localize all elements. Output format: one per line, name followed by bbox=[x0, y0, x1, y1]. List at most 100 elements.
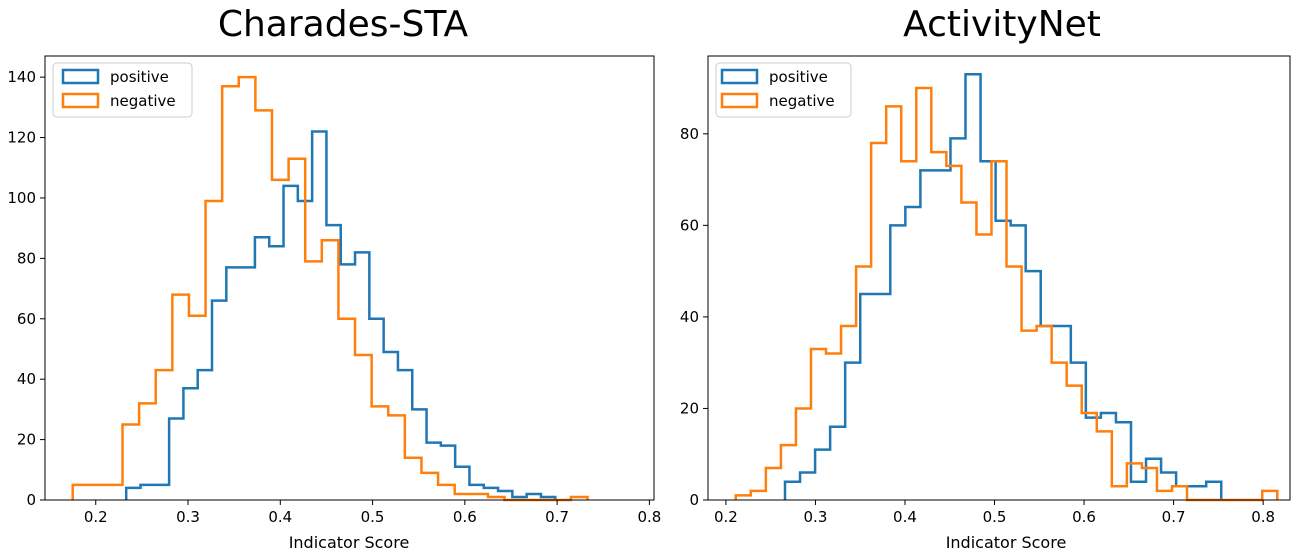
histogram-bin-negative bbox=[189, 316, 206, 500]
panel-charades-sta: Charades-STA 0.2 0.3 0.4 0.5 0.6 0.7 0.8 0 20 40 6… bbox=[7, 4, 661, 552]
legend-label-negative: negative bbox=[769, 92, 835, 110]
histogram-bin-negative bbox=[421, 473, 438, 500]
histogram-bin-negative bbox=[1067, 386, 1082, 500]
plot-frame bbox=[44, 55, 655, 501]
histogram-bin-negative bbox=[338, 319, 355, 500]
histogram-bin-negative bbox=[796, 408, 811, 500]
histogram-bin-positive bbox=[1056, 326, 1071, 500]
y-tick-label: 40 bbox=[680, 308, 699, 326]
chart-title: ActivityNet bbox=[903, 4, 1101, 45]
histogram-bin-positive bbox=[1071, 363, 1086, 500]
histogram-bin-negative bbox=[871, 143, 886, 500]
histogram-outline-positive bbox=[124, 130, 557, 500]
histogram-bin-negative bbox=[1022, 331, 1037, 500]
x-tick-label: 0.4 bbox=[893, 508, 917, 526]
histogram-bin-negative bbox=[931, 152, 946, 500]
histogram-bin-negative bbox=[751, 491, 766, 500]
histogram-bin-positive bbox=[920, 170, 935, 500]
histogram-bin-positive bbox=[966, 74, 981, 500]
histogram-bin-negative bbox=[781, 445, 796, 500]
legend-label-positive: positive bbox=[110, 68, 169, 86]
histogram-bin-negative bbox=[961, 202, 976, 500]
histogram-bin-positive bbox=[427, 443, 441, 500]
x-tick-label: 0.2 bbox=[714, 508, 738, 526]
chart-title: Charades-STA bbox=[218, 4, 469, 45]
histogram-bin-positive bbox=[830, 427, 845, 500]
y-tick-label: 60 bbox=[17, 310, 36, 328]
histogram-bin-negative bbox=[946, 166, 961, 500]
histogram-bin-positive bbox=[155, 485, 169, 500]
x-tick-label: 0.5 bbox=[983, 508, 1007, 526]
histogram-bin-positive bbox=[369, 319, 383, 500]
legend-label-negative: negative bbox=[110, 92, 176, 110]
histogram-bin-positive bbox=[1206, 482, 1221, 500]
y-tick-label: 120 bbox=[7, 129, 36, 147]
histogram-bin-positive bbox=[312, 132, 326, 500]
histogram-bin-positive bbox=[226, 267, 240, 500]
histogram-bin-negative bbox=[916, 88, 931, 500]
histogram-outline-negative bbox=[71, 75, 589, 502]
x-tick-label: 0.8 bbox=[637, 508, 661, 526]
x-tick-label: 0.2 bbox=[84, 508, 108, 526]
y-tick-label: 80 bbox=[17, 249, 36, 267]
histogram-bin-positive bbox=[384, 352, 398, 500]
legend: positive negative bbox=[715, 62, 852, 118]
y-tick-label: 140 bbox=[7, 68, 36, 86]
histogram-bin-positive bbox=[412, 409, 426, 500]
histogram-bin-negative bbox=[405, 458, 422, 500]
y-tick-label: 80 bbox=[680, 125, 699, 143]
histogram-bin-positive bbox=[860, 294, 875, 500]
histogram-bin-positive bbox=[269, 246, 283, 500]
legend: positive negative bbox=[52, 62, 193, 118]
legend-label-positive: positive bbox=[769, 68, 828, 86]
histogram-bin-positive bbox=[845, 363, 860, 500]
x-tick-label: 0.4 bbox=[268, 508, 292, 526]
histogram-bin-negative bbox=[255, 110, 272, 500]
histogram-bin-positive bbox=[126, 488, 140, 500]
histogram-bin-negative bbox=[1172, 486, 1187, 500]
histogram-outline-negative bbox=[734, 86, 1279, 502]
panel-activitynet: ActivityNet 0.2 0.3 0.4 0.5 0.6 0.7 0.8 0 20 40 60… bbox=[680, 4, 1291, 552]
y-tick-label: 0 bbox=[26, 491, 36, 509]
histogram-bin-positive bbox=[785, 482, 800, 500]
histogram-bin-positive bbox=[169, 418, 183, 500]
x-tick-label: 0.7 bbox=[545, 508, 569, 526]
histogram-bin-negative bbox=[976, 235, 991, 500]
histogram-bin-negative bbox=[1037, 326, 1052, 500]
legend-box bbox=[52, 62, 193, 118]
histogram-bin-positive bbox=[935, 170, 950, 500]
histogram-bin-positive bbox=[469, 485, 483, 500]
histogram-bin-negative bbox=[1112, 486, 1127, 500]
histogram-bin-negative bbox=[206, 201, 223, 500]
histogram-bin-positive bbox=[212, 301, 226, 500]
histogram-bin-negative bbox=[355, 355, 372, 500]
histogram-bin-negative bbox=[73, 485, 90, 500]
plot-frame bbox=[707, 55, 1291, 501]
histogram-bin-negative bbox=[322, 240, 339, 500]
histogram-bin-positive bbox=[981, 161, 996, 500]
histogram-bin-positive bbox=[255, 237, 269, 500]
histogram-bin-negative bbox=[1142, 468, 1157, 500]
x-axis-label: Indicator Score bbox=[289, 533, 410, 552]
histogram-bin-negative bbox=[1007, 267, 1022, 500]
histogram-bin-negative bbox=[901, 161, 916, 500]
histogram-bin-positive bbox=[284, 186, 298, 500]
histogram-bin-positive bbox=[341, 264, 355, 500]
x-tick-label: 0.3 bbox=[804, 508, 828, 526]
histogram-bin-positive bbox=[355, 252, 369, 500]
legend-box bbox=[715, 62, 852, 118]
histogram-bin-negative bbox=[239, 77, 256, 500]
x-tick-label: 0.3 bbox=[176, 508, 200, 526]
histogram-bin-positive bbox=[1116, 422, 1131, 500]
histogram-bin-negative bbox=[388, 415, 405, 500]
histogram-bin-positive bbox=[441, 446, 455, 500]
histogram-bin-negative bbox=[811, 349, 826, 500]
histogram-bin-negative bbox=[886, 106, 901, 500]
histogram-bin-negative bbox=[856, 267, 871, 500]
histogram-bin-positive bbox=[1041, 326, 1056, 500]
y-tick-label: 0 bbox=[689, 491, 699, 509]
histogram-bin-positive bbox=[183, 388, 197, 500]
histogram-bin-positive bbox=[1131, 482, 1146, 500]
legend-swatch-negative bbox=[720, 92, 759, 109]
